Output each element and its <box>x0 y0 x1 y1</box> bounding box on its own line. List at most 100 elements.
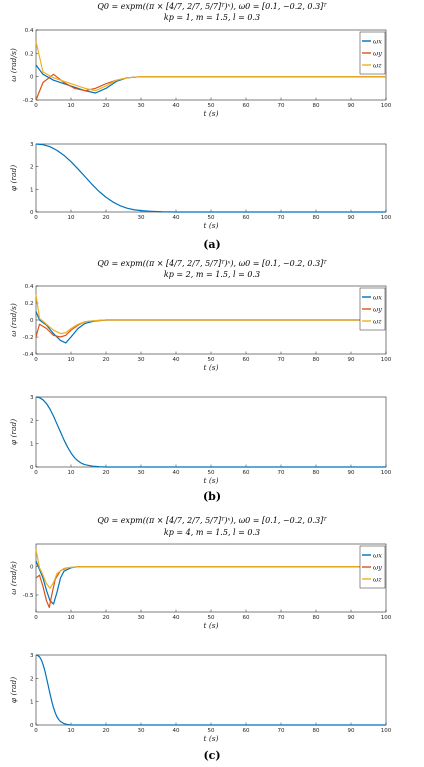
x-tick-label-c-phi: 100 <box>381 728 392 734</box>
legend-label-b-omega-2: ωz <box>373 318 382 326</box>
omega-plot-c: 0 10 20 30 40 50 60 70 80 90 100 -0.5 0 t (s) ω (rad/s… <box>9 543 392 630</box>
y-tick-label-c-omega: -0.5 <box>23 593 34 599</box>
x-axis-label-a-phi: t (s) <box>203 221 218 230</box>
x-tick-label-c-phi: 70 <box>278 728 285 734</box>
x-tick-label-c-omega: 10 <box>68 615 75 621</box>
x-tick-label-c-omega: 90 <box>348 615 355 621</box>
x-axis-label-b-phi: t (s) <box>203 476 218 485</box>
y-tick-label-c-omega: 0 <box>30 565 34 571</box>
phi-plot-b: 0 10 20 30 40 50 60 70 80 90 100 0 1 2 3 t (s) φ (rad) <box>9 395 392 485</box>
panel-label-c: (c) <box>203 749 221 762</box>
x-tick-label-b-omega: 80 <box>313 357 320 363</box>
phi-plot-c: 0 10 20 30 40 50 60 70 80 90 100 0 1 2 3 t (s) φ (rad) <box>9 653 392 743</box>
title-line1-c: Q0 = expm((π × [4/7, 2/7, 5/7]ᵀ)ˣ), ω0 =… <box>97 516 327 525</box>
y-tick-label-b-omega: -0.4 <box>23 352 34 358</box>
y-tick-label-a-omega: 0 <box>30 75 34 81</box>
x-tick-label-b-omega: 0 <box>34 357 38 363</box>
x-tick-label-b-phi: 80 <box>313 470 320 476</box>
axes-box-c-omega <box>35 543 387 613</box>
x-tick-label-c-phi: 60 <box>243 728 250 734</box>
x-tick-label-a-phi: 80 <box>313 215 320 221</box>
axes-box-a-phi <box>35 143 387 213</box>
title-line1-a: Q0 = expm((π × [4/7, 2/7, 5/7]ᵀ)ˣ), ω0 =… <box>97 2 327 11</box>
axes-box-b-phi <box>35 396 387 468</box>
x-tick-label-b-phi: 20 <box>103 470 110 476</box>
x-tick-label-c-phi: 20 <box>103 728 110 734</box>
legend-label-a-omega-0: ωx <box>373 38 382 46</box>
x-tick-label-b-phi: 30 <box>138 470 145 476</box>
y-tick-label-b-phi: 2 <box>30 418 34 424</box>
y-tick-label-a-phi: 3 <box>30 142 34 148</box>
legend-label-b-omega-0: ωx <box>373 294 382 302</box>
x-tick-label-b-phi: 70 <box>278 470 285 476</box>
series-line-a-phi-0 <box>35 143 386 213</box>
y-tick-label-b-phi: 1 <box>30 442 34 448</box>
y-tick-label-c-phi: 2 <box>30 676 34 682</box>
x-tick-label-a-phi: 10 <box>68 215 75 221</box>
omega-plot-b: 0 10 20 30 40 50 60 70 80 90 100 -0.4 -0.2 0 0.2 0.4 t (… <box>9 284 392 372</box>
x-tick-label-b-omega: 10 <box>68 357 75 363</box>
y-axis-label-b-phi: φ (rad) <box>9 419 18 445</box>
x-tick-label-b-omega: 20 <box>103 357 110 363</box>
y-axis-label-c-omega: ω (rad/s) <box>9 561 18 595</box>
x-tick-label-a-omega: 30 <box>138 103 145 109</box>
y-axis-label-c-phi: φ (rad) <box>9 677 18 703</box>
y-tick-label-b-phi: 0 <box>30 465 34 471</box>
x-tick-label-b-omega: 40 <box>173 357 180 363</box>
series-line-a-omega-2 <box>35 41 386 92</box>
x-tick-label-a-omega: 90 <box>348 103 355 109</box>
x-tick-label-a-omega: 10 <box>68 103 75 109</box>
x-tick-label-a-omega: 50 <box>208 103 215 109</box>
x-axis-label-c-phi: t (s) <box>203 734 218 743</box>
y-tick-label-c-phi: 0 <box>30 723 34 729</box>
title-line1-b: Q0 = expm((π × [4/7, 2/7, 5/7]ᵀ)ˣ), ω0 =… <box>97 259 327 268</box>
x-tick-label-a-phi: 20 <box>103 215 110 221</box>
legend-label-c-omega-1: ωy <box>373 564 382 572</box>
x-tick-label-c-omega: 40 <box>173 615 180 621</box>
title-line2-a: kp = 1, m = 1.5, l = 0.3 <box>163 13 261 22</box>
x-tick-label-b-phi: 60 <box>243 470 250 476</box>
x-tick-label-c-omega: 80 <box>313 615 320 621</box>
x-tick-label-b-phi: 40 <box>173 470 180 476</box>
y-tick-label-a-phi: 2 <box>30 165 34 171</box>
series-line-b-omega-0 <box>35 311 386 344</box>
x-tick-label-b-omega: 100 <box>381 357 392 363</box>
legend-label-b-omega-1: ωy <box>373 306 382 314</box>
x-tick-label-b-phi: 100 <box>381 470 392 476</box>
x-tick-label-a-omega: 80 <box>313 103 320 109</box>
series-line-c-phi-0 <box>35 654 386 726</box>
x-tick-label-c-omega: 30 <box>138 615 145 621</box>
x-tick-label-c-phi: 90 <box>348 728 355 734</box>
x-tick-label-a-phi: 90 <box>348 215 355 221</box>
x-tick-label-a-phi: 30 <box>138 215 145 221</box>
x-tick-label-b-omega: 50 <box>208 357 215 363</box>
y-tick-label-b-omega: 0.4 <box>25 284 34 290</box>
x-axis-label-c-omega: t (s) <box>203 621 218 630</box>
x-tick-label-c-phi: 10 <box>68 728 75 734</box>
x-tick-label-c-omega: 50 <box>208 615 215 621</box>
x-axis-label-b-omega: t (s) <box>203 363 218 372</box>
x-tick-label-b-omega: 30 <box>138 357 145 363</box>
x-tick-label-a-omega: 100 <box>381 103 392 109</box>
series-line-c-omega-2 <box>35 549 386 589</box>
x-tick-label-c-phi: 80 <box>313 728 320 734</box>
x-tick-label-b-phi: 90 <box>348 470 355 476</box>
x-tick-label-b-omega: 90 <box>348 357 355 363</box>
x-tick-label-a-omega: 70 <box>278 103 285 109</box>
legend-label-a-omega-2: ωz <box>373 62 382 70</box>
x-tick-label-b-omega: 70 <box>278 357 285 363</box>
panel-label-a: (a) <box>203 238 221 251</box>
x-tick-label-a-phi: 0 <box>34 215 38 221</box>
x-tick-label-a-omega: 0 <box>34 103 38 109</box>
x-tick-label-c-phi: 30 <box>138 728 145 734</box>
phi-plot-a: 0 10 20 30 40 50 60 70 80 90 100 0 1 2 3 t (s) φ (rad) <box>9 142 392 230</box>
y-tick-label-c-phi: 3 <box>30 653 34 659</box>
x-tick-label-b-omega: 60 <box>243 357 250 363</box>
y-tick-label-b-omega: 0 <box>30 318 34 324</box>
title-line2-c: kp = 4, m = 1.5, l = 0.3 <box>163 528 261 537</box>
x-axis-label-a-omega: t (s) <box>203 109 218 118</box>
series-line-c-omega-0 <box>35 560 386 605</box>
x-tick-label-a-phi: 100 <box>381 215 392 221</box>
panel-label-b: (b) <box>202 490 222 503</box>
y-tick-label-a-phi: 0 <box>30 210 34 216</box>
